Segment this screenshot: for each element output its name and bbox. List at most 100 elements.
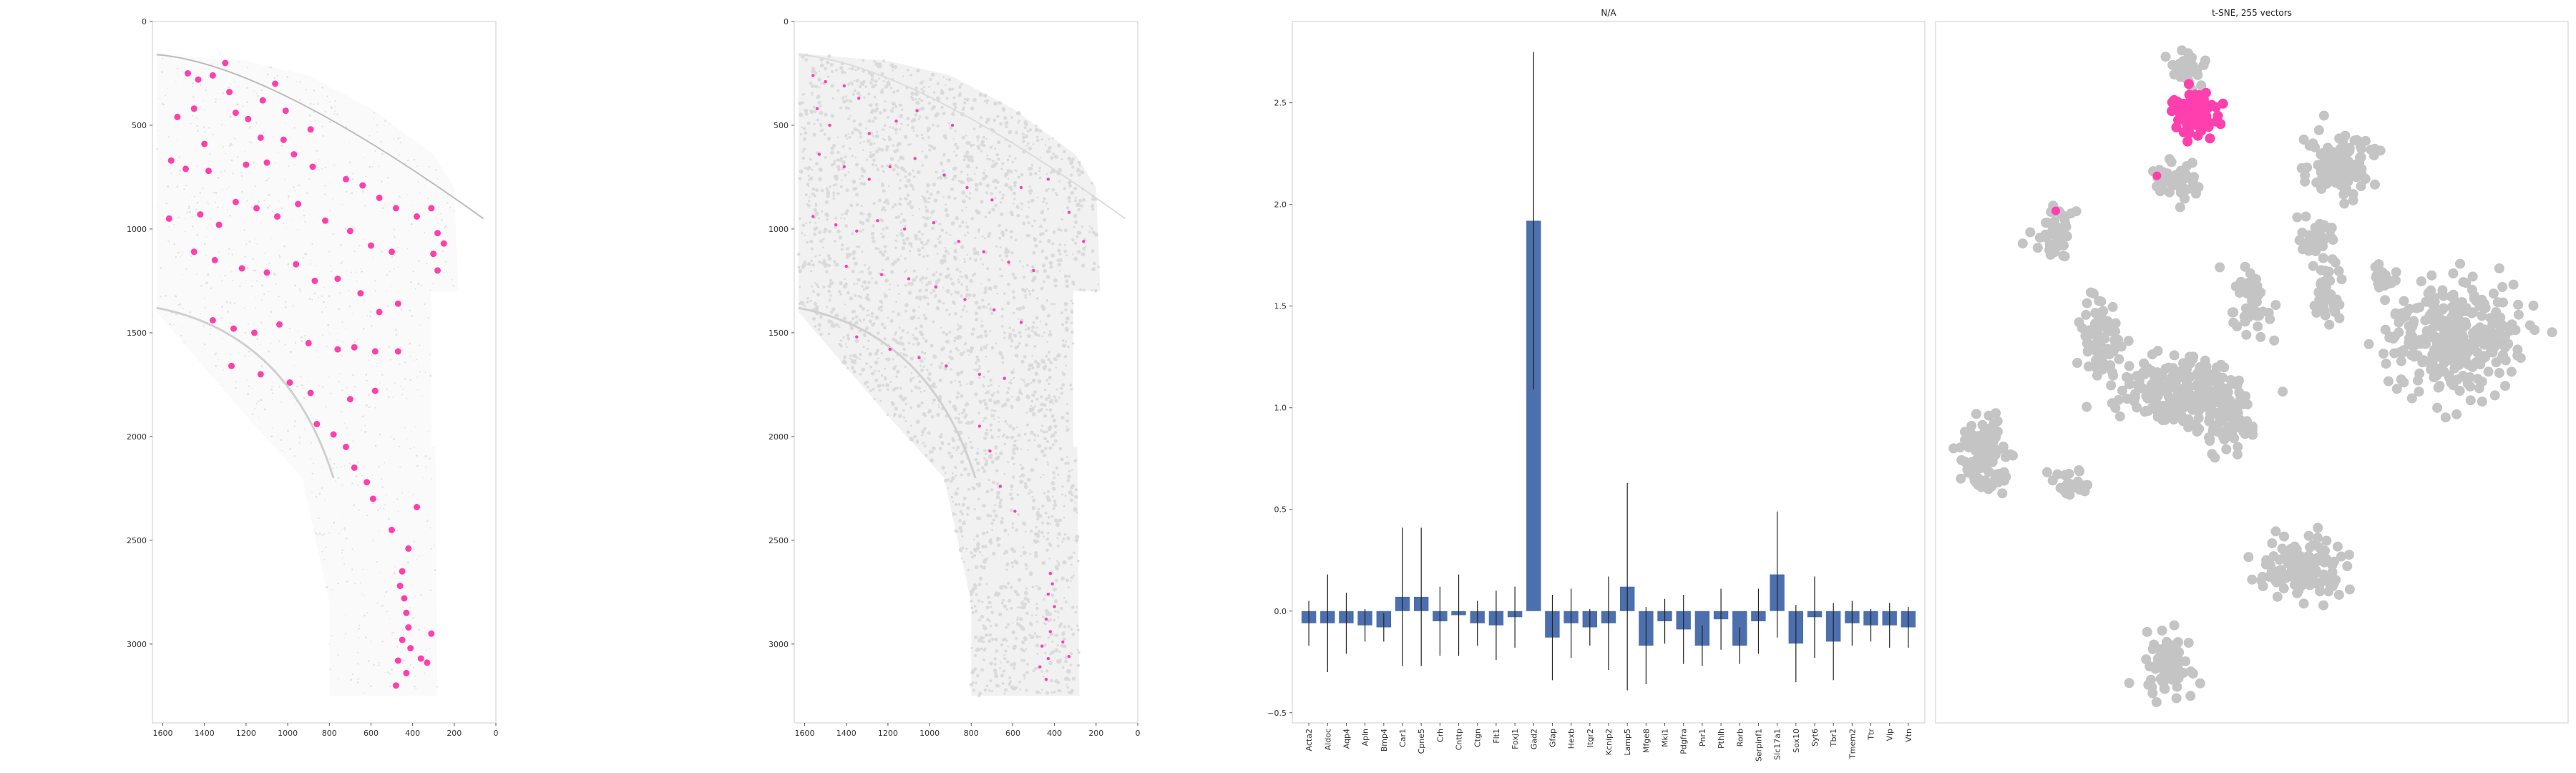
tissue-speck: [942, 286, 945, 288]
tissue-speck: [389, 686, 391, 688]
tissue-speck: [889, 109, 894, 113]
tissue-speck: [404, 378, 406, 380]
tissue-speck: [883, 292, 886, 295]
tissue-speck: [995, 152, 999, 157]
tissue-speck: [1091, 289, 1093, 292]
tissue-speck: [1000, 167, 1003, 170]
tissue-speck: [391, 256, 394, 258]
tissue-speck: [819, 315, 823, 319]
tissue-speck: [270, 386, 273, 388]
tissue-speck: [1027, 142, 1030, 145]
tissue-speck: [220, 317, 223, 319]
tissue-speck: [386, 177, 389, 179]
tissue-speck: [305, 418, 306, 419]
tissue-speck: [256, 280, 258, 282]
tissue-speck: [874, 134, 879, 139]
tsne-point: [2177, 369, 2187, 380]
tissue-speck: [402, 628, 404, 631]
tissue-speck: [1010, 456, 1015, 460]
tissue-speck: [1031, 407, 1035, 411]
tissue-speck: [294, 341, 297, 344]
fiber-tract: [798, 306, 977, 479]
tissue-speck: [817, 100, 821, 105]
tsne-point: [2449, 296, 2460, 306]
tissue-speck: [975, 681, 977, 685]
tissue-speck: [284, 306, 287, 308]
tissue-speck: [910, 143, 912, 145]
tissue-speck: [798, 101, 802, 106]
tissue-speck: [987, 479, 990, 482]
tissue-speck: [199, 83, 202, 86]
tissue-speck: [993, 392, 995, 394]
tissue-speck: [849, 115, 852, 117]
tissue-speck: [862, 281, 867, 285]
tissue-speck: [1050, 679, 1053, 683]
tsne-point: [2416, 276, 2426, 287]
tissue-speck: [1016, 618, 1019, 621]
tissue-speck: [859, 142, 862, 145]
tissue-speck: [868, 352, 872, 356]
tissue-speck: [906, 430, 910, 434]
tissue-speck: [222, 92, 225, 94]
tissue-speck: [401, 607, 404, 608]
highlighted-cell: [238, 265, 245, 272]
tissue-speck: [880, 147, 884, 152]
spatial-map-right-x-ticks: 1600 1400 1200 1000 800 600 400 200 0: [795, 723, 1141, 738]
tissue-speck: [909, 282, 914, 286]
highlighted-cell: [232, 198, 239, 205]
tissue-speck: [251, 413, 254, 415]
tissue-speck: [1033, 390, 1037, 394]
tissue-speck: [1003, 433, 1005, 436]
tissue-speck: [985, 558, 988, 561]
tissue-speck: [1005, 125, 1008, 128]
tissue-speck: [413, 159, 416, 161]
tissue-speck: [321, 168, 323, 170]
tissue-speck: [999, 667, 1001, 669]
tissue-speck: [829, 278, 832, 282]
highlighted-cell: [343, 175, 349, 183]
tsne-point: [2477, 337, 2487, 348]
tsne-point: [2414, 302, 2425, 313]
tissue-speck: [308, 298, 311, 300]
tissue-speck: [847, 253, 851, 256]
tissue-speck: [930, 363, 933, 366]
tissue-speck: [1004, 550, 1009, 554]
tissue-speck: [997, 428, 1001, 432]
tissue-speck: [975, 166, 978, 169]
tissue-speck: [978, 125, 982, 128]
tissue-speck: [828, 229, 831, 233]
y-tick-label: 1500: [127, 329, 147, 338]
highlighted-cell: [259, 97, 266, 104]
x-tick-label: Kcnip2: [1604, 729, 1614, 755]
tissue-edge: [798, 54, 1126, 220]
tissue-speck: [1053, 599, 1058, 603]
tissue-speck: [1018, 120, 1021, 123]
tissue-speck: [853, 127, 857, 132]
tissue-speck: [287, 429, 289, 432]
tissue-speck: [814, 325, 816, 328]
tissue-speck: [932, 273, 936, 277]
tsne-points: [1948, 45, 2557, 707]
tissue-speck: [805, 222, 807, 225]
tissue-speck: [196, 273, 197, 275]
tissue-speck: [255, 122, 258, 124]
tissue-speck: [935, 170, 938, 174]
tsne-point: [2082, 402, 2092, 412]
tissue-speck: [920, 351, 924, 354]
tissue-speck: [1025, 263, 1029, 267]
tissue-speck: [860, 205, 863, 208]
tissue-speck: [918, 97, 921, 100]
tissue-speck: [874, 246, 878, 251]
tissue-speck: [1070, 651, 1073, 656]
tissue-speck: [994, 445, 998, 449]
tissue-speck: [972, 247, 977, 251]
tissue-speck: [896, 369, 900, 374]
tsne-point: [2381, 359, 2391, 369]
tissue-speck: [970, 446, 973, 449]
tissue-speck: [1040, 249, 1045, 253]
tissue-speck: [1005, 608, 1008, 611]
tissue-speck: [990, 488, 994, 492]
tissue-speck: [892, 126, 894, 129]
tissue-speck: [867, 268, 870, 271]
tissue-speck: [321, 125, 323, 127]
